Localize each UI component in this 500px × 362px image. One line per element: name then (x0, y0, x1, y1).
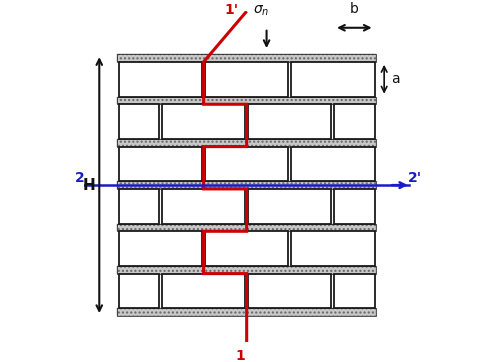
Bar (334, 104, 374, 139)
Bar (118, 181, 376, 189)
Bar (334, 189, 374, 224)
Bar (118, 224, 376, 231)
Text: 1: 1 (235, 349, 245, 362)
Text: $\sigma_n$: $\sigma_n$ (254, 3, 270, 18)
Bar (291, 147, 374, 181)
Bar (248, 189, 332, 224)
Text: 2: 2 (74, 172, 85, 185)
Bar (291, 231, 374, 266)
Text: H: H (83, 178, 96, 193)
Bar (118, 97, 376, 104)
Text: 2': 2' (408, 172, 422, 185)
Bar (162, 104, 246, 139)
Bar (119, 104, 159, 139)
Bar (334, 274, 374, 308)
Bar (119, 231, 202, 266)
Bar (162, 274, 246, 308)
Text: 1': 1' (224, 3, 238, 17)
Bar (248, 274, 332, 308)
Text: a: a (391, 72, 400, 86)
Bar (118, 266, 376, 274)
Bar (291, 62, 374, 97)
Bar (119, 274, 159, 308)
Bar (118, 224, 376, 231)
Bar (118, 54, 376, 62)
Bar (205, 231, 288, 266)
Bar (118, 181, 376, 189)
Bar (119, 189, 159, 224)
Bar (205, 147, 288, 181)
Bar (118, 308, 376, 316)
Bar (162, 189, 246, 224)
Text: b: b (350, 2, 359, 16)
Bar (118, 139, 376, 147)
Bar (118, 54, 376, 62)
Bar (118, 139, 376, 147)
Bar (118, 266, 376, 274)
Bar (118, 181, 376, 189)
Bar (119, 62, 202, 97)
Bar (118, 308, 376, 316)
Bar (118, 224, 376, 231)
Bar (118, 97, 376, 104)
Bar (119, 147, 202, 181)
Bar (248, 104, 332, 139)
Bar (118, 139, 376, 147)
Bar (118, 266, 376, 274)
Bar (118, 308, 376, 316)
Bar (118, 97, 376, 104)
Bar (118, 54, 376, 62)
Bar (205, 62, 288, 97)
